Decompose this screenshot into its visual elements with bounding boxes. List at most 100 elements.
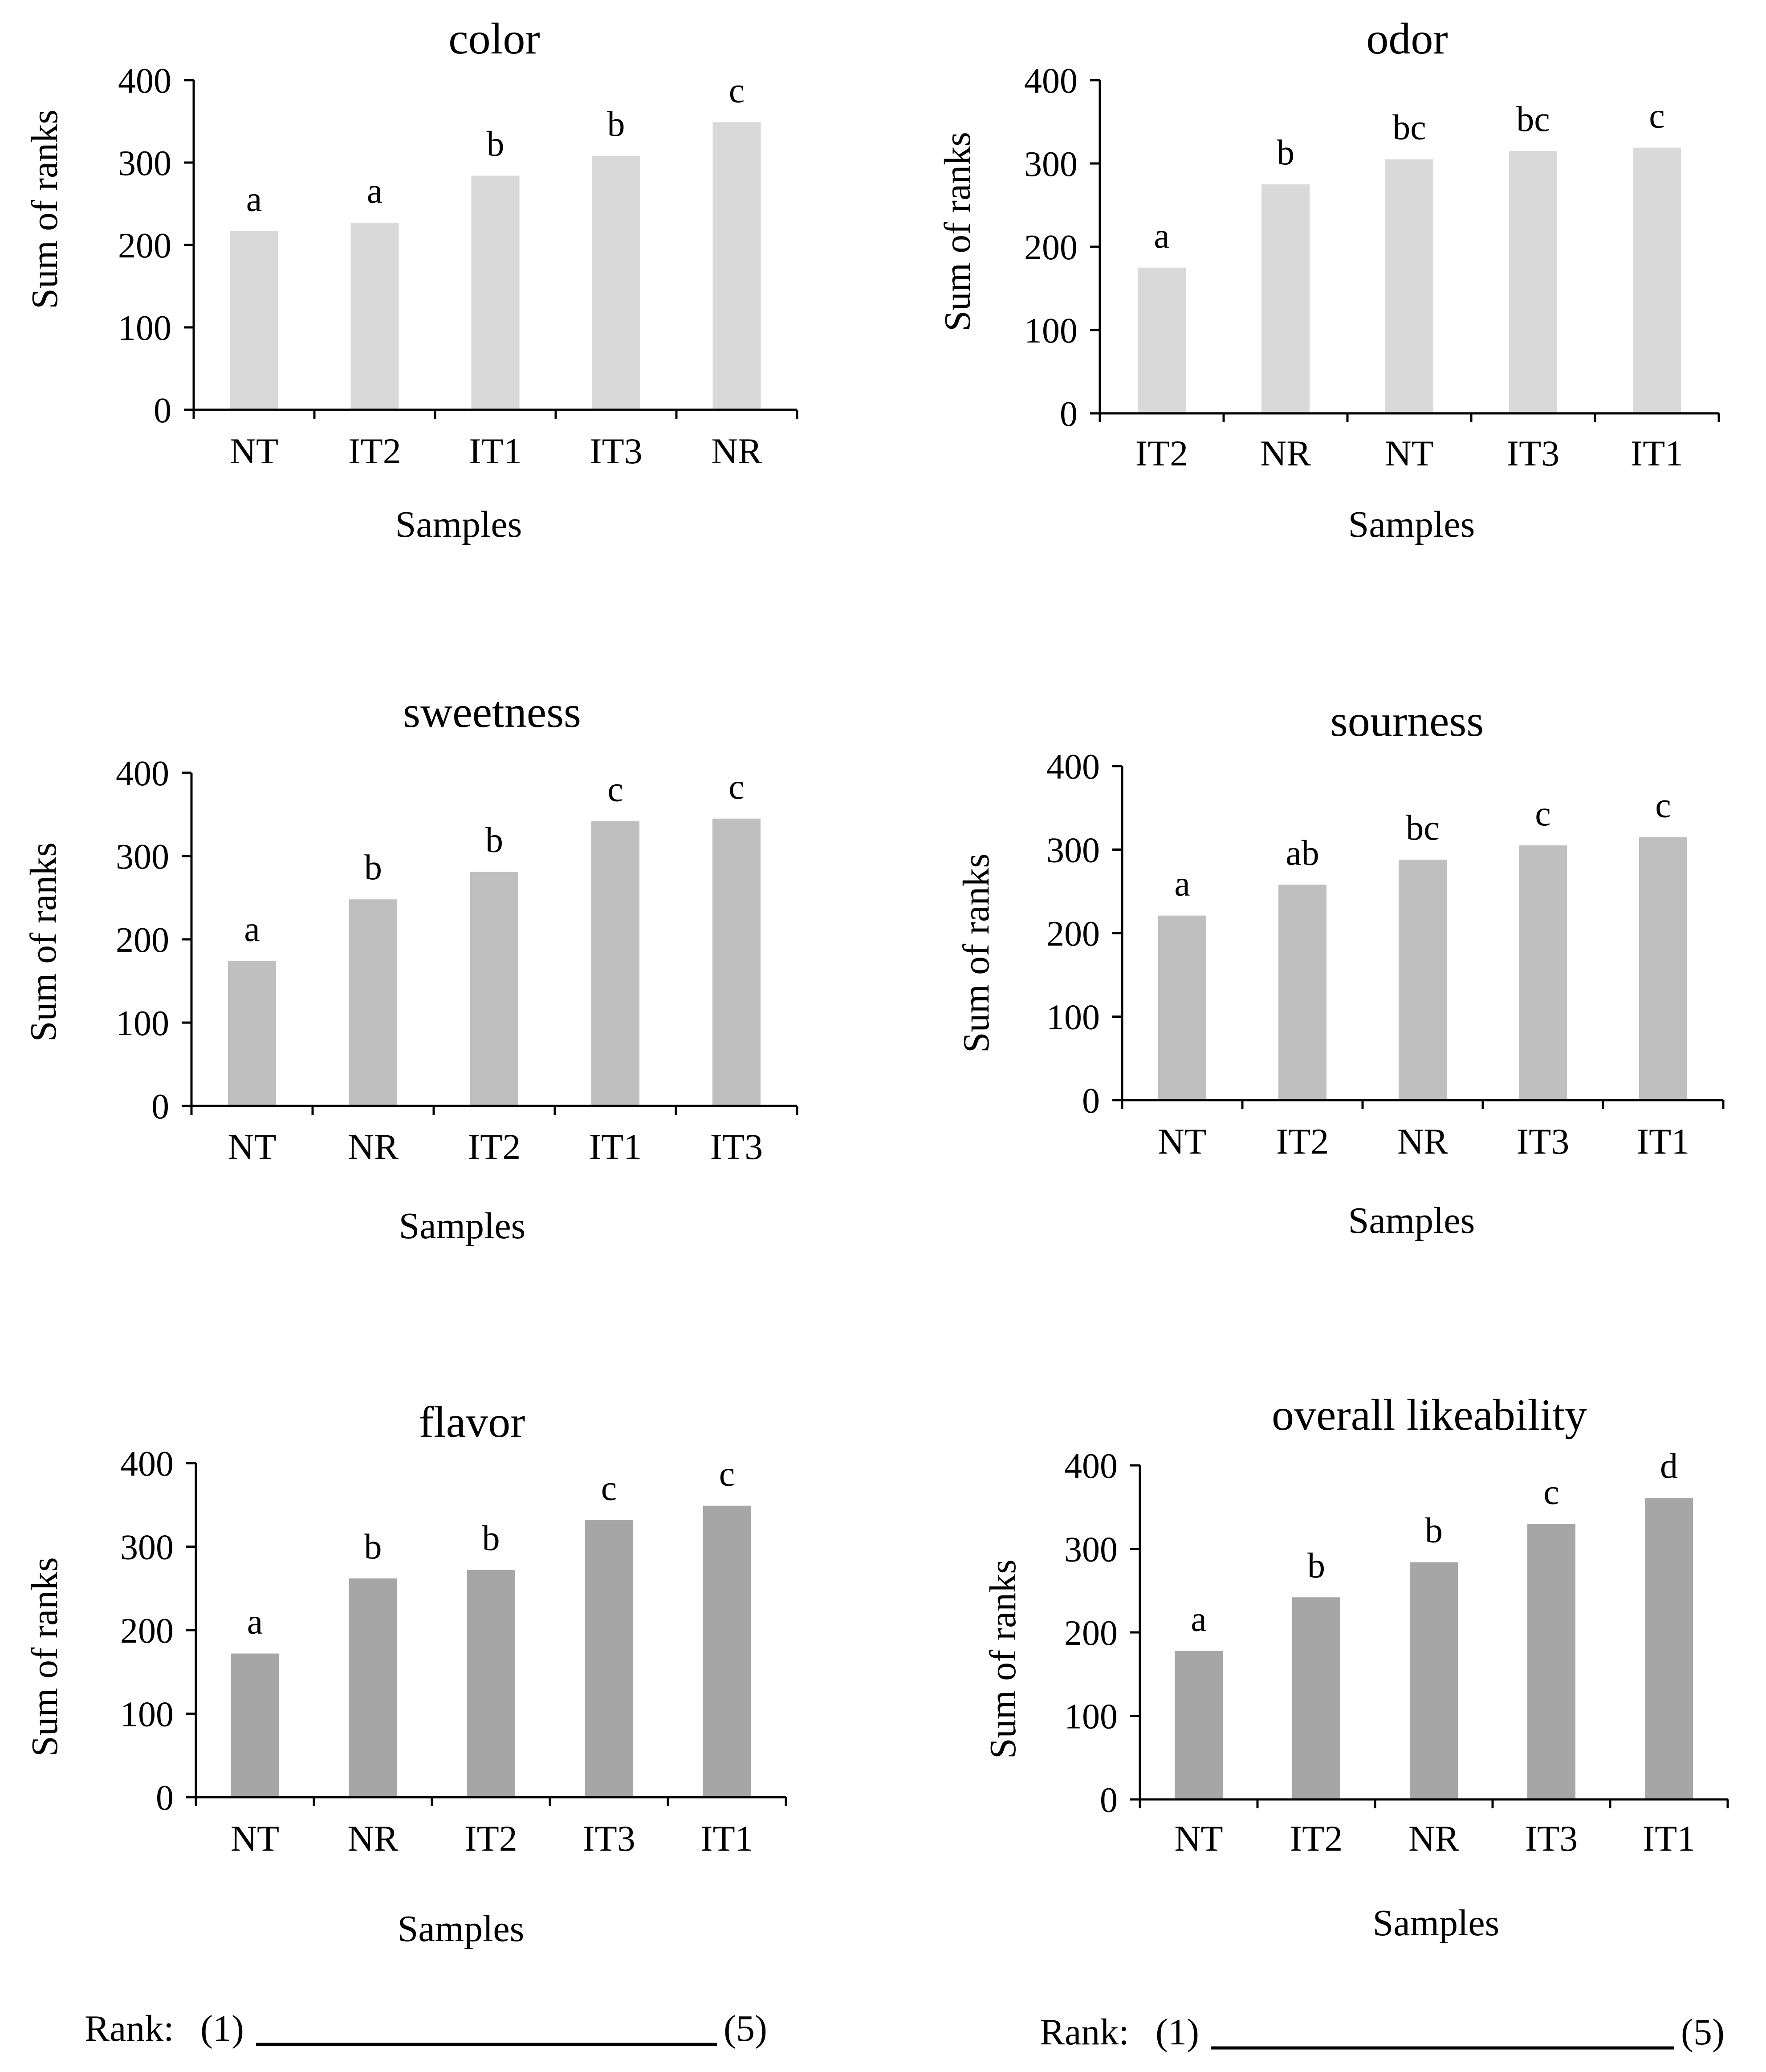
rank-low: (1) xyxy=(200,2008,244,2049)
y-tick-label: 100 xyxy=(1046,998,1100,1037)
rank-scale-left: Rank: (1) (5) xyxy=(85,2008,767,2049)
chart-color: color Sum of ranks Samples 0 100 200 300 400… xyxy=(24,14,798,545)
chart-title: color xyxy=(448,14,540,63)
x-tick-label: NT xyxy=(1158,1121,1206,1162)
x-tick-label: IT3 xyxy=(590,431,642,471)
significance-letter: a xyxy=(244,910,260,949)
significance-letter: b xyxy=(1277,133,1294,172)
y-tick-label: 100 xyxy=(1064,1697,1118,1737)
y-tick-label: 300 xyxy=(118,144,171,183)
y-tick-label: 0 xyxy=(1082,1081,1100,1121)
significance-letter: bc xyxy=(1392,108,1426,147)
y-tick-label: 200 xyxy=(1024,228,1078,267)
bar-it2 xyxy=(350,223,399,410)
bar-nt xyxy=(1158,915,1206,1100)
x-tick-label: IT3 xyxy=(1507,433,1559,473)
bar-it3 xyxy=(585,1520,633,1797)
significance-letter: a xyxy=(367,171,383,211)
bar-it3 xyxy=(1527,1524,1575,1799)
significance-letter: c xyxy=(719,1455,735,1494)
x-tick-label: NR xyxy=(1260,433,1311,473)
x-axis-label: Samples xyxy=(1348,1200,1475,1241)
x-tick-label: IT3 xyxy=(582,1818,635,1859)
x-tick-label: IT2 xyxy=(468,1126,521,1167)
significance-letter: a xyxy=(1154,216,1170,256)
x-tick-label: NR xyxy=(712,431,762,471)
bar-nt xyxy=(231,1653,279,1797)
bar-nt xyxy=(1175,1651,1223,1799)
x-tick-label: IT1 xyxy=(700,1818,753,1859)
x-tick-label: IT1 xyxy=(589,1126,642,1167)
x-tick-label: IT3 xyxy=(1525,1818,1578,1859)
bar-it3 xyxy=(712,818,761,1106)
y-tick-label: 200 xyxy=(1064,1614,1118,1653)
x-axis-label: Samples xyxy=(1373,1902,1500,1944)
x-tick-label: IT1 xyxy=(1637,1121,1689,1162)
x-axis-label: Samples xyxy=(399,1205,526,1247)
x-tick-label: IT2 xyxy=(1135,433,1188,473)
bar-it2 xyxy=(470,872,518,1106)
bar-it3 xyxy=(1509,151,1557,413)
x-tick-label: NR xyxy=(348,1126,399,1167)
bar-it2 xyxy=(1138,267,1186,413)
chart-title: sourness xyxy=(1331,696,1484,746)
rank-scale-right: Rank: (1) (5) xyxy=(1040,2011,1725,2053)
significance-letter: bc xyxy=(1516,100,1550,139)
y-tick-label: 100 xyxy=(116,1004,169,1043)
chart-title: overall likeability xyxy=(1272,1390,1587,1440)
y-tick-label: 0 xyxy=(151,1087,169,1126)
significance-letter: a xyxy=(1191,1599,1207,1639)
significance-letter: b xyxy=(485,821,503,860)
bar-nt xyxy=(1385,159,1433,413)
chart-odor: odor Sum of ranks Samples 0 100 200 300 400 I… xyxy=(937,14,1720,545)
bar-it1 xyxy=(471,175,520,410)
y-axis-label: Sum of ranks xyxy=(937,132,978,331)
chart-sourness: sourness Sum of ranks Samples 0 100 200 300… xyxy=(956,696,1725,1241)
significance-letter: a xyxy=(246,180,262,219)
bar-nt xyxy=(230,231,278,410)
chart-flavor: flavor Sum of ranks Samples 0 100 200 300 40… xyxy=(24,1397,787,1950)
bar-it3 xyxy=(592,156,640,410)
y-tick-label: 300 xyxy=(116,837,169,877)
y-tick-label: 100 xyxy=(120,1695,174,1734)
rank-label: Rank: xyxy=(85,2008,174,2049)
x-tick-label: IT1 xyxy=(1631,433,1683,473)
y-tick-label: 400 xyxy=(118,61,171,101)
x-tick-label: NR xyxy=(1408,1818,1459,1859)
significance-letter: c xyxy=(1543,1472,1559,1512)
chart-title: odor xyxy=(1366,14,1448,63)
y-tick-label: 400 xyxy=(1046,747,1100,787)
y-tick-label: 100 xyxy=(1024,311,1078,351)
y-axis-label: Sum of ranks xyxy=(23,842,64,1042)
y-axis-label: Sum of ranks xyxy=(956,853,997,1053)
significance-letter: b xyxy=(364,848,382,887)
bar-nt xyxy=(228,961,276,1106)
y-tick-label: 0 xyxy=(154,391,171,430)
y-tick-label: 0 xyxy=(1100,1781,1118,1820)
y-tick-label: 400 xyxy=(1024,61,1078,101)
chart-overall-likeability: overall likeability Sum of ranks Samples… xyxy=(982,1390,1729,1944)
x-tick-label: NT xyxy=(230,431,278,471)
bar-it1 xyxy=(1639,837,1687,1100)
bar-it3 xyxy=(1519,845,1567,1100)
y-tick-label: 100 xyxy=(118,309,171,348)
y-tick-label: 200 xyxy=(120,1611,174,1651)
y-axis-label: Sum of ranks xyxy=(982,1559,1024,1759)
x-tick-label: IT2 xyxy=(464,1818,517,1859)
x-tick-label: IT2 xyxy=(1276,1121,1329,1162)
bar-it1 xyxy=(1633,147,1681,414)
significance-letter: ab xyxy=(1286,833,1319,873)
significance-letter: a xyxy=(1174,865,1190,904)
significance-letter: c xyxy=(1655,786,1671,825)
y-tick-label: 0 xyxy=(156,1778,174,1818)
y-tick-label: 300 xyxy=(1046,831,1100,870)
bar-it1 xyxy=(703,1505,751,1797)
significance-letter: c xyxy=(728,767,745,807)
bar-it2 xyxy=(1278,885,1327,1100)
y-axis-label: Sum of ranks xyxy=(24,110,65,309)
bar-it1 xyxy=(591,821,639,1106)
y-tick-label: 300 xyxy=(1064,1530,1118,1570)
bar-nr xyxy=(349,899,397,1106)
bar-it1 xyxy=(1645,1498,1693,1799)
